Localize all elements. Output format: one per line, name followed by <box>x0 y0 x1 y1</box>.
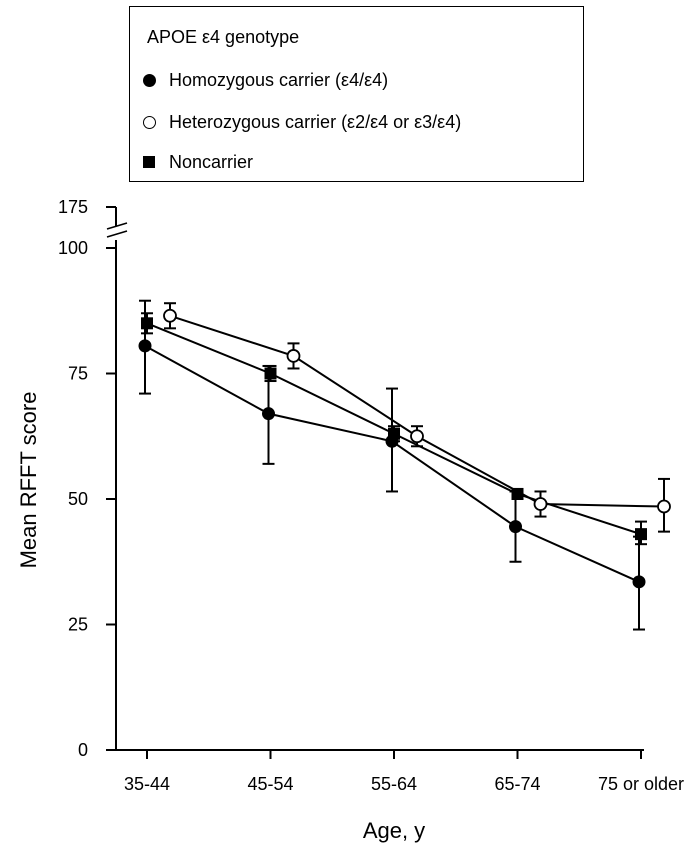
axis-break-mark <box>106 222 128 230</box>
legend-title: APOE ε4 genotype <box>147 27 300 47</box>
data-point-heterozygous <box>533 497 548 511</box>
data-point-heterozygous <box>410 429 424 444</box>
data-point-noncarrier <box>635 528 647 541</box>
legend-label: Homozygous carrier (ε4/ε4) <box>169 69 389 90</box>
data-point-heterozygous <box>657 499 671 514</box>
open-circle-marker-icon <box>138 111 160 133</box>
x-axis-label: Age, y <box>363 818 425 843</box>
y-tick-label: 75 <box>68 364 88 384</box>
y-tick-label: 25 <box>68 615 88 635</box>
legend-label: Heterozygous carrier (ε2/ε4 or ε3/ε4) <box>169 111 462 132</box>
y-tick-label: 50 <box>68 489 88 509</box>
legend-label: Noncarrier <box>169 151 254 172</box>
x-tick-label: 75 or older <box>598 774 684 794</box>
data-point-noncarrier <box>141 317 153 330</box>
x-tick-label: 45-54 <box>247 774 293 794</box>
data-point-homozygous <box>509 520 522 534</box>
series-line <box>169 314 665 508</box>
axis-break-mark <box>106 230 128 238</box>
filled-circle-marker-icon <box>138 69 160 91</box>
legend-item-homozygous: Homozygous carrier (ε4/ε4) <box>138 69 388 91</box>
data-point-homozygous <box>632 575 646 589</box>
data-point-homozygous <box>262 407 275 421</box>
data-point-noncarrier <box>388 427 400 440</box>
data-point-noncarrier <box>511 487 524 500</box>
data-point-homozygous <box>138 339 152 353</box>
x-tick-label: 65-74 <box>494 774 540 794</box>
y-tick-label: 0 <box>78 740 88 760</box>
filled-square-marker-icon <box>138 151 160 173</box>
data-point-noncarrier <box>264 367 277 380</box>
data-point-heterozygous <box>163 308 177 323</box>
y-axis-label: Mean RFFT score <box>16 392 41 569</box>
legend-item-heterozygous: Heterozygous carrier (ε2/ε4 or ε3/ε4) <box>138 111 461 133</box>
data-point-heterozygous <box>286 349 301 363</box>
legend-item-noncarrier: Noncarrier <box>138 151 253 173</box>
x-tick-label: 55-64 <box>371 774 417 794</box>
y-tick-label: 100 <box>58 238 88 258</box>
x-tick-label: 35-44 <box>124 774 170 794</box>
legend: APOE ε4 genotype Homozygous carrier (ε4/… <box>129 6 584 182</box>
y-tick-label: 175 <box>58 197 88 217</box>
